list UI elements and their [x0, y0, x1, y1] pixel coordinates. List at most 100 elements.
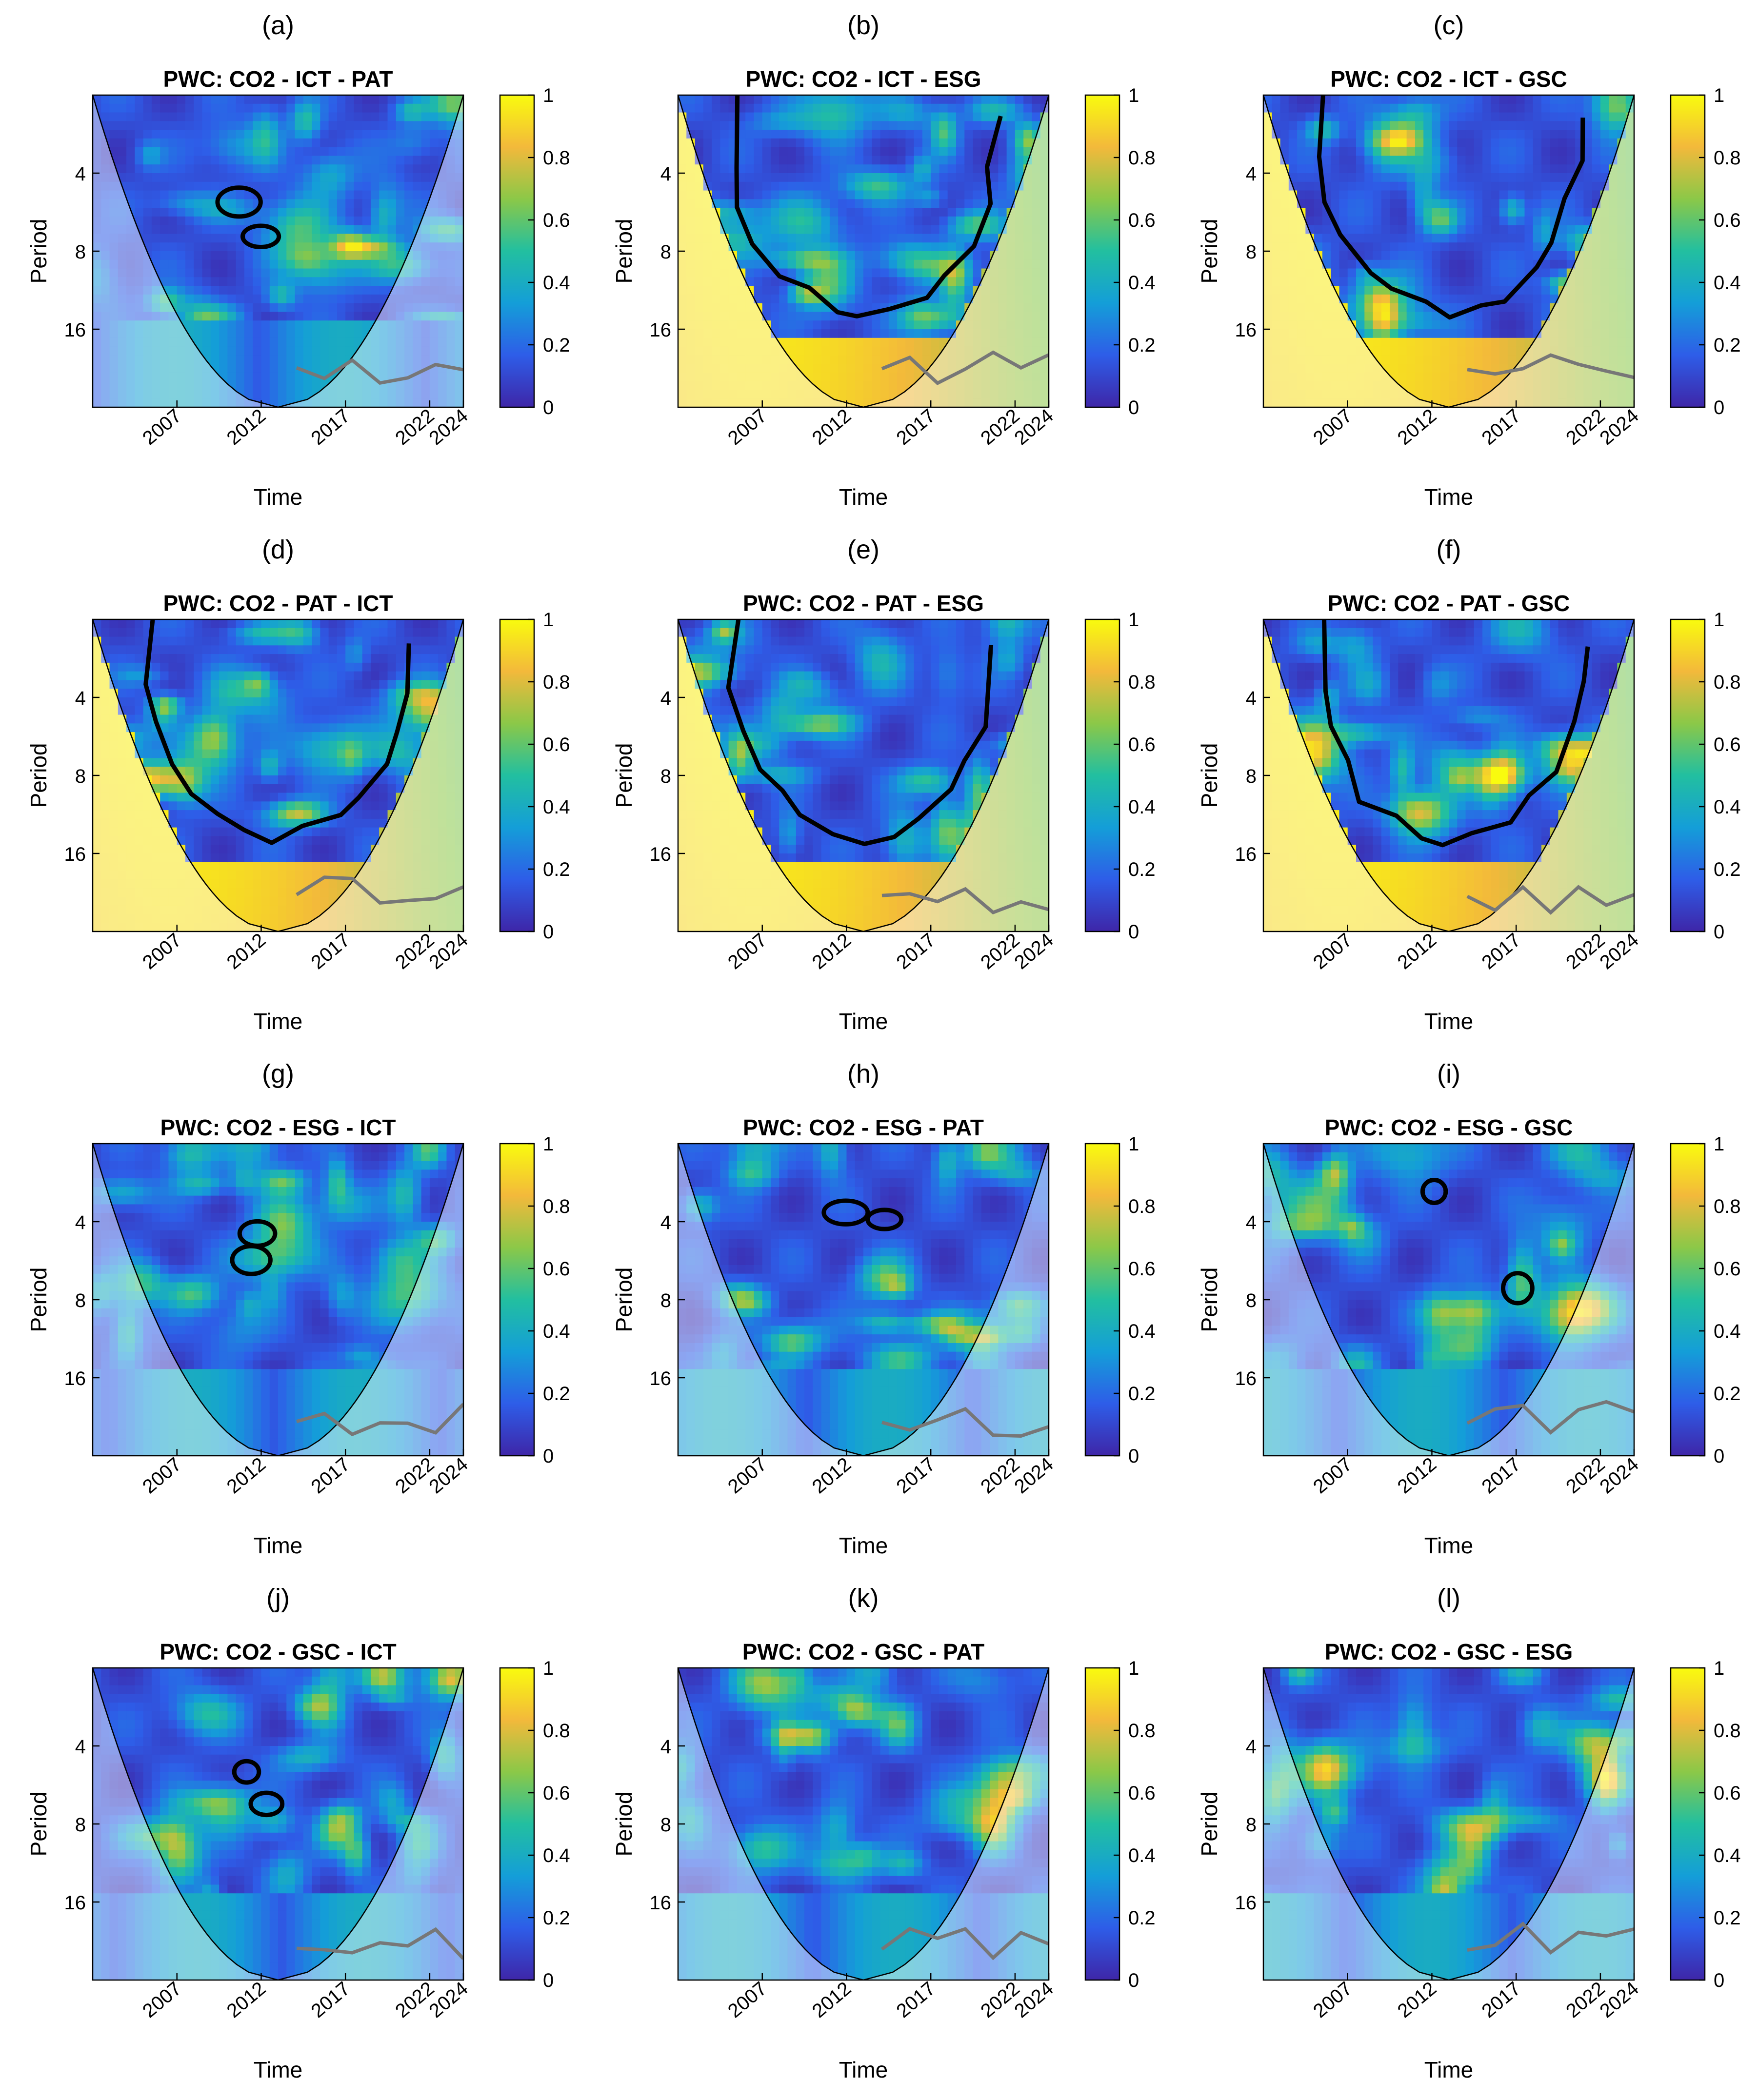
y-tick-label: 8: [1246, 766, 1257, 787]
colorbar-tick-label: 0.8: [543, 1196, 570, 1217]
significance-contour: [215, 185, 263, 219]
colorbar-tick-label: 0: [1714, 1446, 1724, 1467]
coi-boundary: [93, 95, 463, 407]
colorbar-tick-label: 0.2: [543, 1383, 570, 1405]
y-tick-label: 16: [1235, 844, 1257, 865]
colorbar-tick-label: 1: [543, 85, 554, 106]
colorbar-tick-label: 0.2: [543, 859, 570, 880]
heatmap: [1263, 619, 1634, 931]
colorbar-tick-label: 0: [1714, 1970, 1724, 1991]
colorbar-tick-label: 1: [1128, 609, 1139, 631]
colorbar: [1084, 1143, 1120, 1457]
coi-boundary: [93, 1668, 463, 1980]
y-tick-label: 8: [75, 1814, 86, 1836]
colorbar-tick-label: 1: [1128, 1658, 1139, 1679]
colorbar-tick-label: 1: [1714, 1658, 1724, 1679]
significance-contour: [1501, 1271, 1535, 1306]
x-axis-label: Time: [1424, 1009, 1474, 1034]
x-axis-label: Time: [1424, 2057, 1474, 2082]
x-tick-label: 2024: [425, 405, 472, 449]
x-axis-label: Time: [254, 1009, 303, 1034]
panel-label: (i): [1437, 1059, 1460, 1089]
panel-label: (f): [1437, 535, 1461, 564]
colorbar-tick-label: 0.4: [1128, 796, 1156, 818]
colorbar-tick-label: 0.2: [1128, 1383, 1156, 1405]
insignificant-contour: [881, 887, 1049, 915]
colorbar-tick-label: 0.4: [1714, 1321, 1741, 1342]
y-tick-label: 4: [1246, 1212, 1257, 1233]
colorbar-tick-label: 0: [543, 1970, 554, 1991]
y-tick-label: 8: [75, 1290, 86, 1311]
x-tick-label: 2007: [1309, 405, 1356, 449]
coi-boundary: [678, 1144, 1049, 1456]
significance-contour: [1317, 95, 1585, 320]
significance-contour: [865, 1208, 904, 1231]
colorbar-tick-label: 0.6: [1714, 210, 1741, 231]
y-tick-label: 4: [75, 163, 86, 185]
x-tick-label: 2017: [307, 929, 354, 973]
x-tick-label: 2012: [223, 405, 270, 449]
colorbar: [499, 1667, 535, 1981]
x-tick-label: 2017: [893, 1978, 939, 2022]
colorbar-tick-label: 1: [1128, 1133, 1139, 1155]
colorbar: [1670, 618, 1706, 932]
colorbar-tick-label: 0.8: [1128, 1196, 1156, 1217]
colorbar-tick-label: 0.8: [543, 147, 570, 169]
x-axis-label: Time: [254, 1533, 303, 1558]
panel-label: (j): [266, 1584, 290, 1613]
panel-title: PWC: CO2 - GSC - PAT: [742, 1639, 985, 1664]
x-tick-label: 2007: [724, 1453, 771, 1498]
y-tick-label: 8: [1246, 1290, 1257, 1311]
colorbar-tick-label: 1: [1714, 85, 1724, 106]
x-axis-label: Time: [1424, 484, 1474, 510]
colorbar-tick-label: 1: [543, 1133, 554, 1155]
y-tick-label: 8: [75, 241, 86, 263]
colorbar-tick-label: 0.8: [1128, 672, 1156, 693]
coi-boundary: [678, 619, 1049, 931]
x-tick-label: 2024: [1010, 1978, 1057, 2022]
colorbar-tick-label: 0.2: [1714, 1383, 1741, 1405]
panel-svg: (e) PWC: CO2 - PAT - ESG 4 8 16 Period 2007 201…: [611, 535, 1156, 1034]
significance-contour: [726, 619, 994, 846]
panel-f: (f) PWC: CO2 - PAT - GSC 4 8 16 Period 2007 201…: [1190, 524, 1756, 1049]
colorbar-tick-label: 0.6: [1128, 210, 1156, 231]
colorbar: [499, 94, 535, 408]
panel-svg: (a) PWC: CO2 - ICT - PAT 4 8 16 Period 2007 201…: [26, 11, 570, 510]
insignificant-contour: [296, 358, 463, 385]
x-tick-label: 2012: [223, 929, 270, 973]
colorbar-tick-label: 0.2: [1128, 859, 1156, 880]
colorbar-tick-label: 0.8: [1714, 147, 1741, 169]
colorbar-tick-label: 0.4: [543, 796, 570, 818]
panel-title: PWC: CO2 - ICT - PAT: [163, 66, 393, 92]
coi-boundary: [678, 1668, 1049, 1980]
x-tick-label: 2007: [724, 929, 771, 973]
coi-boundary: [1263, 619, 1634, 931]
colorbar-tick-label: 0: [1128, 1970, 1139, 1991]
coi-boundary: [93, 619, 463, 931]
x-axis-label: Time: [254, 2057, 303, 2082]
panel-svg: (f) PWC: CO2 - PAT - GSC 4 8 16 Period 2007 201…: [1197, 535, 1741, 1034]
heatmap: [93, 95, 463, 407]
x-tick-label: 2012: [1394, 405, 1440, 449]
colorbar-tick-label: 0: [1128, 397, 1139, 418]
colorbar-tick-label: 0.2: [543, 1907, 570, 1929]
colorbar-tick-label: 0.2: [1128, 335, 1156, 356]
colorbar-tick-label: 0: [543, 397, 554, 418]
colorbar-tick-label: 1: [1128, 85, 1139, 106]
panel-title: PWC: CO2 - GSC - ESG: [1325, 1639, 1573, 1664]
colorbar: [499, 618, 535, 932]
x-tick-label: 2007: [139, 405, 185, 449]
heatmap: [1263, 1668, 1634, 1980]
x-axis-label: Time: [1424, 1533, 1474, 1558]
colorbar: [1084, 94, 1120, 408]
panel-svg: (c) PWC: CO2 - ICT - GSC 4 8 16 Period 2007 201…: [1197, 11, 1741, 510]
panel-b: (b) PWC: CO2 - ICT - ESG 4 8 16 Period 2007 201…: [605, 0, 1171, 524]
colorbar: [1084, 1667, 1120, 1981]
heatmap: [678, 95, 1049, 407]
colorbar-tick-label: 0.6: [1714, 734, 1741, 755]
y-axis-label: Period: [26, 1268, 51, 1332]
x-tick-label: 2017: [893, 929, 939, 973]
x-tick-label: 2024: [1010, 405, 1057, 449]
significance-contour: [232, 1759, 261, 1785]
colorbar-tick-label: 0: [1714, 921, 1724, 943]
